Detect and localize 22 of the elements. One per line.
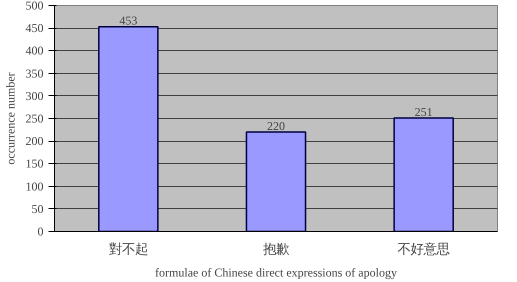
y-tick-label: 200 [26, 134, 44, 148]
x-tick-label: 對不起 [108, 242, 148, 258]
data-label: 453 [119, 14, 138, 28]
y-tick-label: 250 [26, 112, 44, 126]
y-tick-label: 350 [26, 66, 44, 80]
y-tick-label: 450 [26, 21, 44, 36]
y-tick-label: 400 [26, 44, 44, 58]
y-tick-label: 500 [26, 0, 44, 12]
y-tick-label: 50 [32, 202, 44, 216]
y-tick-label: 150 [26, 156, 44, 171]
data-label: 251 [414, 105, 433, 120]
x-tick-label: 抱歉 [263, 242, 289, 258]
x-axis-title: formulae of Chinese direct expressions of apology [155, 266, 397, 280]
y-axis-title: occurrence number [4, 72, 18, 165]
y-tick-label: 100 [26, 179, 44, 194]
x-tick-label: 不好意思 [398, 242, 450, 258]
bar [98, 26, 159, 232]
bar [393, 117, 454, 232]
data-label: 220 [267, 119, 285, 134]
y-tick-label: 0 [38, 224, 44, 238]
y-tick-label: 300 [26, 88, 44, 103]
bar [246, 131, 306, 232]
